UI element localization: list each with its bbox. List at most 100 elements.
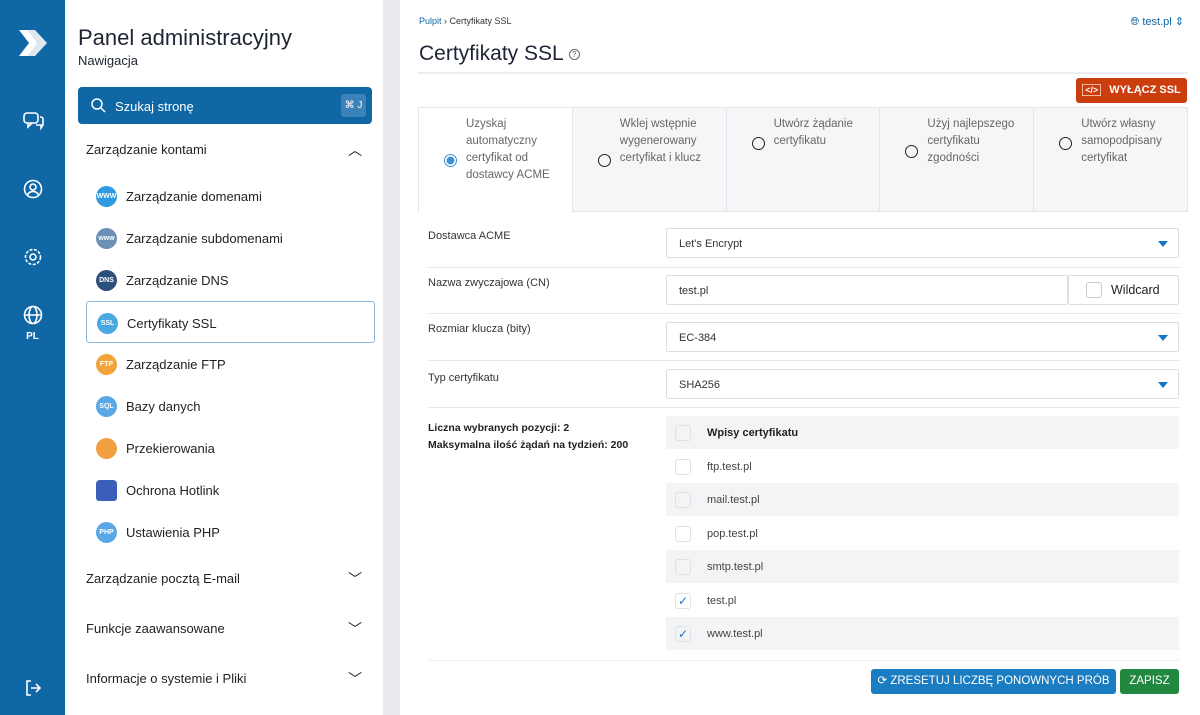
chat-icon[interactable] [0, 110, 65, 137]
divider [418, 72, 1188, 74]
select-value: SHA256 [679, 379, 720, 391]
chevron-down-icon: ﹀ [348, 671, 362, 687]
caret-down-icon [1158, 335, 1168, 341]
sidebar-item[interactable]: Przekierowania [86, 427, 375, 469]
key-size-row: Rozmiar klucza (bity) EC-384 [428, 314, 1180, 361]
sidebar-item-label: Zarządzanie FTP [126, 357, 226, 372]
user-icon[interactable] [0, 178, 65, 205]
sidebar-title: Panel administracyjny [78, 25, 292, 50]
breadcrumb-current: Certyfikaty SSL [449, 16, 512, 26]
key-size-select[interactable]: EC-384 [666, 322, 1179, 352]
sidebar-item[interactable]: Ochrona Hotlink [86, 469, 375, 511]
sidebar-item-label: Przekierowania [126, 441, 215, 456]
divider [428, 660, 1180, 661]
sidebar-item-label: Zarządzanie domenami [126, 189, 262, 204]
sidebar-item[interactable]: SQL Bazy danych [86, 385, 375, 427]
group-system-info[interactable]: Informacje o systemie i Pliki ﹀ [86, 671, 362, 687]
key-size-label: Rozmiar klucza (bity) [428, 323, 531, 335]
group-label: Informacje o systemie i Pliki [86, 671, 247, 686]
logout-icon[interactable] [0, 678, 65, 703]
sidebar-item[interactable]: PHP Ustawienia PHP [86, 511, 375, 553]
caret-down-icon [1158, 382, 1168, 388]
group-label: Zarządzanie kontami [86, 142, 207, 157]
method-tab-label: Wklej wstępnie wygenerowany certyfikat i… [619, 118, 701, 164]
entry-name: ftp.test.pl [707, 460, 752, 473]
column-header: Wpisy certyfikatu [707, 427, 799, 439]
cert-type-label: Typ certyfikatu [428, 372, 499, 384]
common-name-input[interactable]: test.pl [666, 275, 1068, 305]
radio-button[interactable] [905, 145, 919, 158]
reset-retries-button[interactable]: ⟳ ZRESETUJ LICZBĘ PONOWNYCH PRÓB [871, 669, 1116, 694]
common-name-row: Nazwa zwyczajowa (CN) test.pl Wildcard [428, 267, 1180, 314]
checkbox-box [1086, 282, 1102, 298]
common-name-label: Nazwa zwyczajowa (CN) [428, 277, 550, 289]
group-label: Funkcje zaawansowane [86, 621, 225, 636]
sidebar-item-label: Zarządzanie subdomenami [126, 231, 283, 246]
breadcrumb-link-dashboard[interactable]: Pulpit [419, 16, 442, 26]
sidebar-item[interactable]: www Zarządzanie subdomenami [86, 217, 375, 259]
method-tab[interactable]: Utwórz własny samopodpisany certyfikat [1034, 108, 1187, 211]
logo-icon[interactable] [0, 26, 65, 65]
table-row: ftp.test.pl [666, 450, 1179, 483]
certificate-method-tabs: Uzyskaj automatyczny certyfikat od dosta… [418, 107, 1188, 213]
sidebar-item[interactable]: DNS Zarządzanie DNS [86, 259, 375, 301]
sidebar-item-label: Ustawienia PHP [126, 525, 220, 540]
select-value: Let's Encrypt [679, 238, 743, 250]
chevron-down-icon: ﹀ [348, 571, 362, 587]
entry-name: test.pl [707, 594, 737, 607]
radio-button[interactable] [597, 153, 611, 167]
selection-info: Liczna wybranych pozycji: 2 Maksymalna il… [428, 420, 628, 454]
entry-checkbox[interactable] [675, 525, 691, 542]
method-tab[interactable]: Wklej wstępnie wygenerowany certyfikat i… [573, 108, 727, 211]
wildcard-label: Wildcard [1111, 283, 1160, 297]
lock-icon [96, 480, 117, 501]
sidebar-item[interactable]: WWW Zarządzanie domenami [86, 175, 375, 217]
entry-name: pop.test.pl [707, 527, 758, 540]
entry-checkbox[interactable]: ✓ [675, 626, 691, 642]
sidebar-item[interactable]: SSL Certyfikaty SSL [86, 301, 375, 343]
method-tab-label: Uzyskaj automatyczny certyfikat od dosta… [466, 118, 550, 181]
save-label: ZAPISZ [1129, 675, 1170, 687]
method-tab-label: Utwórz żądanie certyfikatu [773, 118, 853, 147]
method-tab[interactable]: Uzyskaj automatyczny certyfikat od dosta… [419, 108, 573, 213]
entry-checkbox[interactable]: ✓ [675, 592, 691, 609]
refresh-icon: ⟳ [877, 675, 888, 687]
settings-icon[interactable] [0, 246, 65, 273]
entry-checkbox[interactable] [675, 559, 691, 575]
table-row: mail.test.pl [666, 483, 1179, 517]
entry-checkbox[interactable] [675, 458, 691, 475]
radio-button[interactable] [751, 136, 765, 150]
main-content: Pulpit › Certyfikaty SSL 🌐︎ test.pl ⇕ Ce… [400, 0, 1200, 715]
save-button[interactable]: ZAPISZ [1120, 669, 1179, 694]
reset-retries-label: ZRESETUJ LICZBĘ PONOWNYCH PRÓB [890, 675, 1110, 687]
radio-button[interactable] [1059, 136, 1073, 150]
method-tab[interactable]: Użyj najlepszego certyfikatu zgodności [880, 108, 1035, 211]
icon-rail: PL [0, 0, 65, 715]
disable-ssl-button[interactable]: </> WYŁĄCZ SSL [1076, 78, 1187, 103]
disable-ssl-label: WYŁĄCZ SSL [1109, 84, 1181, 96]
cert-type-select[interactable]: SHA256 [666, 369, 1179, 399]
language-label[interactable]: PL [26, 331, 39, 342]
input-value: test.pl [679, 285, 709, 297]
select-all-checkbox[interactable] [675, 425, 691, 441]
certificate-entries-table: Wpisy certyfikatu ftp.test.pl mail.test.p… [666, 416, 1179, 651]
sidebar-item-label: Ochrona Hotlink [126, 483, 220, 498]
group-advanced[interactable]: Funkcje zaawansowane ﹀ [86, 621, 362, 637]
acme-provider-select[interactable]: Let's Encrypt [666, 228, 1179, 258]
domain-selector[interactable]: 🌐︎ test.pl ⇕ [1130, 15, 1184, 29]
radio-button[interactable] [444, 153, 457, 167]
php-icon: PHP [96, 522, 117, 543]
method-tab[interactable]: Utwórz żądanie certyfikatu [727, 108, 881, 211]
help-icon[interactable]: ? [568, 48, 580, 60]
acme-provider-label: Dostawca ACME [428, 230, 511, 242]
wildcard-checkbox[interactable]: Wildcard [1068, 275, 1179, 305]
group-account-management[interactable]: Zarządzanie kontami ︿ [86, 142, 362, 158]
language-globe-icon[interactable] [0, 304, 65, 331]
group-label: Zarządzanie pocztą E-mail [86, 571, 240, 586]
sidebar-item[interactable]: FTP Zarządzanie FTP [86, 343, 375, 385]
entry-checkbox[interactable] [675, 492, 691, 508]
group-email[interactable]: Zarządzanie pocztą E-mail ﹀ [86, 571, 362, 587]
search-page-input[interactable]: Szukaj stronę ⌘ J [78, 87, 372, 124]
code-window-icon: </> [1082, 84, 1102, 96]
globe-icon: 🌐︎ [1130, 16, 1140, 28]
